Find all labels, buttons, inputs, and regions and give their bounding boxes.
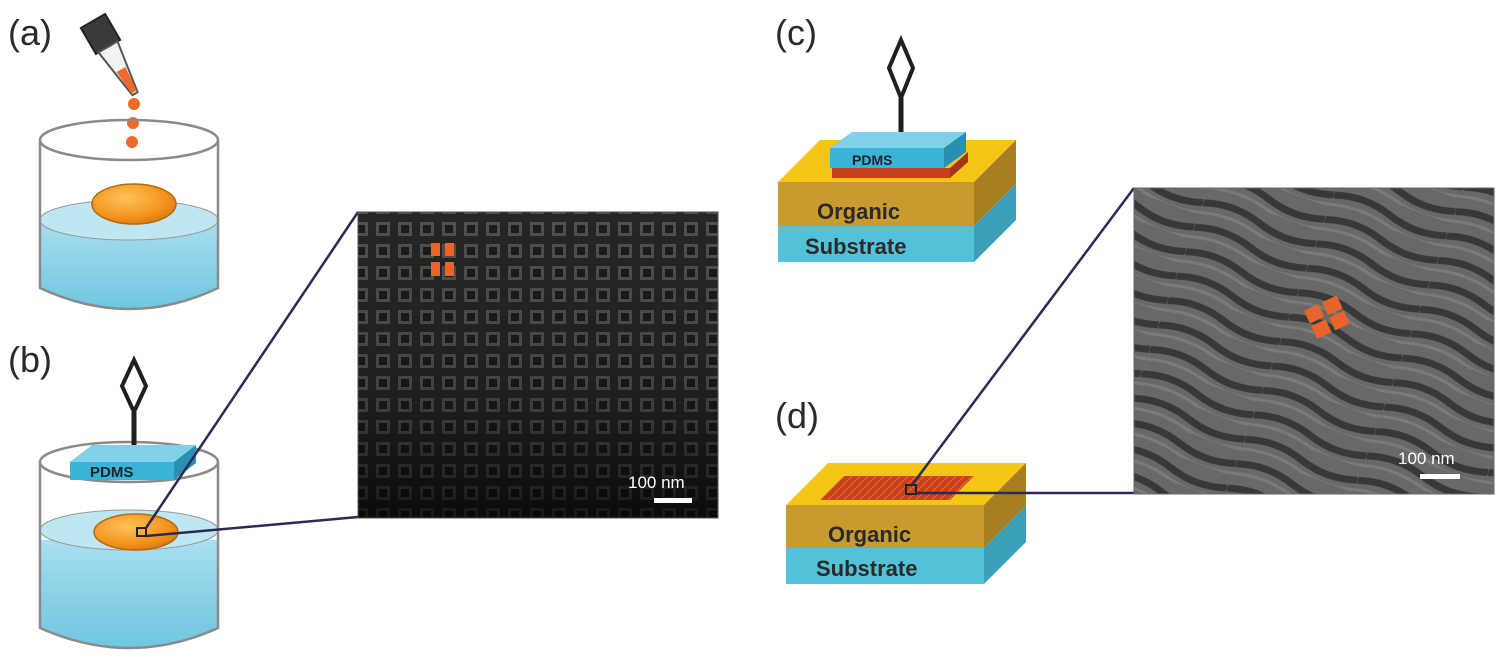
pdms-label-c: PDMS bbox=[852, 152, 892, 168]
beaker-b bbox=[38, 440, 220, 650]
scale-bar-right bbox=[1420, 474, 1460, 479]
organic-label-c: Organic bbox=[817, 199, 900, 224]
substrate-label-d: Substrate bbox=[816, 556, 917, 581]
zoom-line-d-top bbox=[910, 187, 1136, 486]
panel-label-b: (b) bbox=[8, 339, 52, 380]
zoom-line-b-top bbox=[144, 211, 360, 529]
droplet-1 bbox=[128, 98, 140, 110]
panel-label-a: (a) bbox=[8, 12, 52, 53]
droplet-3 bbox=[126, 136, 138, 148]
stamp-holder-icon-c bbox=[886, 34, 916, 142]
transferred-film-d bbox=[820, 476, 974, 500]
sem-micrograph-right: 100 nm bbox=[1133, 187, 1495, 495]
panel-label-c: (c) bbox=[775, 12, 817, 53]
scale-bar-label-right: 100 nm bbox=[1398, 449, 1455, 468]
pipette-icon bbox=[79, 12, 139, 97]
panel-label-d: (d) bbox=[775, 395, 819, 436]
scale-bar-label-left: 100 nm bbox=[628, 473, 685, 492]
pdms-label-b: PDMS bbox=[90, 464, 133, 481]
nanocube-marker-right bbox=[1303, 295, 1350, 339]
pdms-stamp-b: PDMS bbox=[70, 445, 196, 481]
zoom-source-box-b bbox=[136, 527, 147, 537]
pdms-stamp-c: PDMS bbox=[830, 132, 968, 178]
scale-bar-left bbox=[654, 498, 692, 503]
floating-film-a bbox=[91, 183, 177, 225]
nanocube-marker-left bbox=[431, 243, 454, 276]
organic-label-d: Organic bbox=[828, 522, 911, 547]
substrate-label-c: Substrate bbox=[805, 234, 906, 259]
zoom-line-b-bottom bbox=[145, 515, 359, 538]
sem-micrograph-left: 100 nm bbox=[357, 211, 719, 519]
device-stack-d: Organic Substrate bbox=[786, 463, 1026, 584]
zoom-source-box-d bbox=[905, 484, 917, 495]
beaker-a bbox=[38, 118, 220, 311]
stamp-holder-icon-b bbox=[119, 355, 149, 450]
